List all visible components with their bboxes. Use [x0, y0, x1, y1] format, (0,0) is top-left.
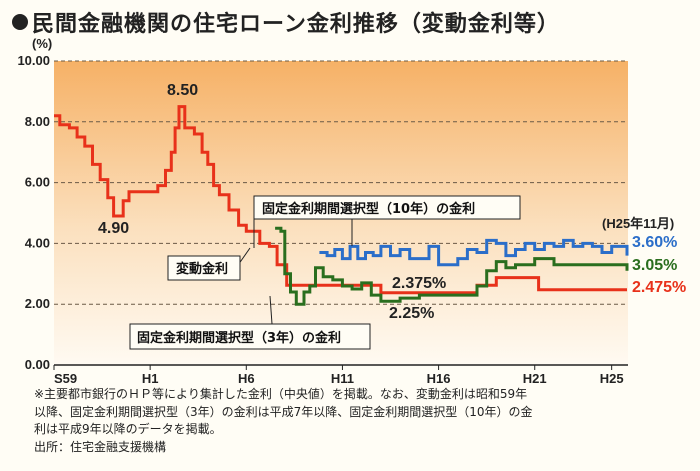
y-tick-label: 6.00 — [25, 175, 50, 190]
callout-fixed3: 固定金利期間選択型（3年）の金利 — [129, 295, 371, 350]
note-line-3: 利は平成9年以降のデータを掲載。 — [34, 422, 222, 436]
x-tick-label: H11 — [331, 371, 354, 386]
x-tick-label: H16 — [427, 371, 451, 386]
footnotes: ※主要都市銀行のＨＰ等により集計した金利（中央値）を掲載。なお、変動金利は昭和5… — [34, 386, 674, 456]
chart-title: 民間金融機関の住宅ローン金利推移（変動金利等） — [12, 6, 560, 38]
callout-fixed10: 固定金利期間選択型（10年）の金利 — [253, 195, 521, 248]
x-axis: S59 H1 H6 H11 H16 H21 H25 — [53, 365, 624, 386]
y-tick-label: 2.00 — [25, 296, 50, 311]
date-label: (H25年11月) — [602, 216, 674, 231]
y-axis: 0.00 2.00 4.00 6.00 8.00 10.00 — [17, 53, 50, 372]
callout-variable-text: 変動金利 — [176, 261, 228, 277]
y-unit-label: (%) — [32, 36, 52, 51]
series-group: 2.475% 3.05% 3.60% — [54, 105, 686, 306]
y-tick-label: 8.00 — [25, 114, 50, 129]
low-label: 4.90 — [98, 220, 129, 237]
y-tick-label: 10.00 — [17, 53, 50, 68]
bullet-icon — [12, 14, 28, 30]
callout-fixed10-text: 固定金利期間選択型（10年）の金利 — [262, 201, 475, 217]
callout-fixed3-text: 固定金利期間選択型（3年）の金利 — [137, 330, 341, 346]
peak-label: 8.50 — [167, 82, 198, 99]
x-tick-label: H21 — [523, 371, 547, 386]
variable-low-label: 2.375% — [392, 275, 446, 292]
note-line-2: 以降、固定金利期間選択型（3年）の金利は平成7年以降、固定金利期間選択型（10年… — [34, 404, 533, 419]
y-tick-label: 4.00 — [25, 235, 50, 250]
x-tick-label: S59 — [54, 371, 77, 386]
note-line-1: ※主要都市銀行のＨＰ等により集計した金利（中央値）を掲載。なお、変動金利は昭和5… — [34, 387, 528, 401]
x-tick-label: H6 — [238, 371, 255, 386]
source-note: 出所：住宅金融支援機構 — [34, 439, 167, 454]
annotations: 8.50 4.90 2.375% 2.25% (H25年11月) — [98, 82, 674, 322]
series-end-label-1: 3.05% — [632, 257, 677, 274]
y-tick-label: 0.00 — [25, 357, 50, 372]
x-tick-label: H25 — [600, 371, 624, 386]
callout-variable: 変動金利 — [167, 247, 251, 281]
x-tick-label: H1 — [142, 371, 159, 386]
chart-title-text: 民間金融機関の住宅ローン金利推移（変動金利等） — [32, 12, 560, 37]
series-line-1 — [275, 226, 629, 306]
fixed3-low-label: 2.25% — [389, 305, 434, 322]
series-end-label-2: 3.60% — [632, 234, 677, 251]
series-line-2 — [319, 238, 629, 267]
series-end-label-0: 2.475% — [632, 279, 686, 296]
